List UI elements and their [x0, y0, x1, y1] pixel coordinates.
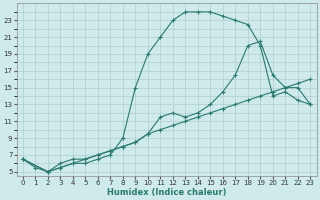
X-axis label: Humidex (Indice chaleur): Humidex (Indice chaleur)	[107, 188, 226, 197]
